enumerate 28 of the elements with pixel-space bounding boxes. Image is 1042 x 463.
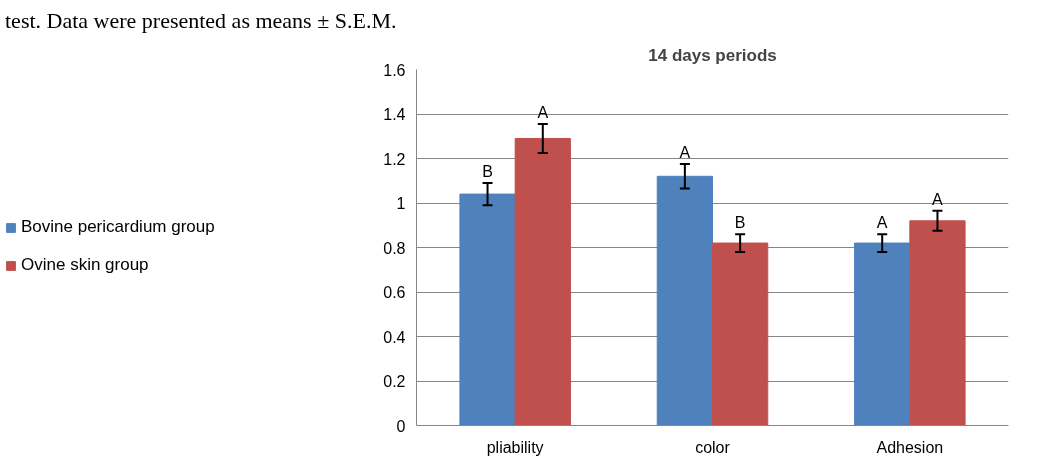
- bar: [854, 242, 911, 426]
- bar: [514, 137, 571, 426]
- y-tick-label: 0.8: [383, 239, 406, 257]
- x-tick-label: Adhesion: [876, 438, 944, 456]
- y-tick-label: 1.4: [383, 106, 406, 123]
- y-tick-label: 1: [396, 195, 406, 212]
- bar: [909, 220, 966, 426]
- annotation: A: [932, 190, 944, 208]
- bar: [712, 242, 769, 426]
- x-tick-label: color: [695, 438, 731, 456]
- y-tick-label: 0.4: [383, 328, 406, 346]
- annotation: A: [537, 104, 549, 122]
- y-tick-label: 0.6: [383, 284, 406, 301]
- annotation: A: [679, 144, 691, 162]
- bar: [656, 175, 713, 426]
- y-tick-label: 1.2: [383, 150, 406, 168]
- legend-label: Bovine pericardium group: [21, 217, 215, 237]
- bar: [459, 193, 516, 426]
- annotation: B: [482, 162, 493, 180]
- y-tick-label: 0: [396, 417, 406, 435]
- annotation: A: [876, 214, 888, 232]
- text: test. Data were presented as means ± S.E.M.: [5, 7, 397, 35]
- chart-title: 14 days periods: [648, 45, 777, 65]
- x-tick-label: pliability: [486, 438, 544, 456]
- annotation: B: [734, 214, 746, 232]
- legend-label: Ovine skin group: [21, 255, 149, 275]
- y-tick-label: 1.6: [383, 61, 406, 79]
- y-tick-label: 0.2: [383, 373, 406, 390]
